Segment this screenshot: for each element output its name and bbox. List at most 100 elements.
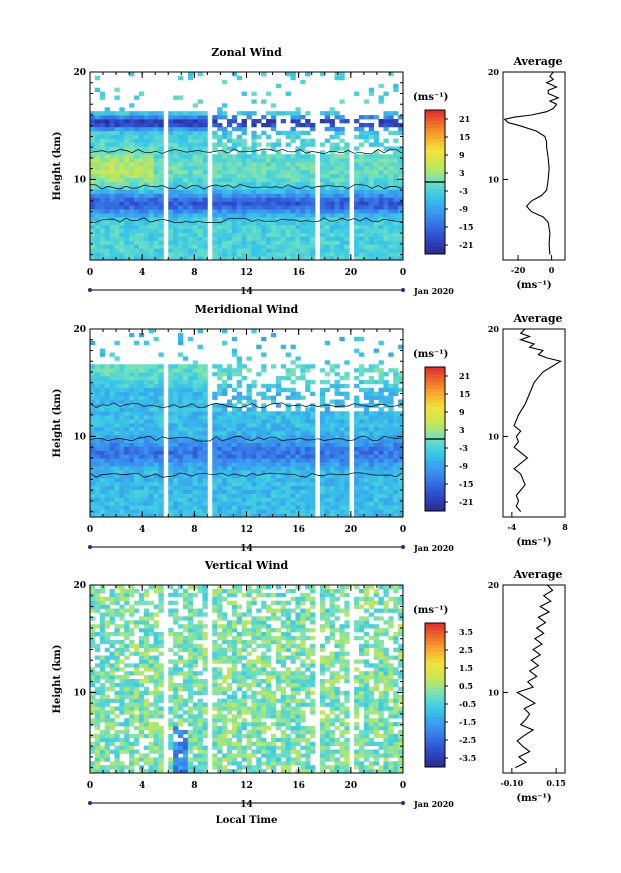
heatmap-cell xyxy=(226,481,233,487)
heatmap-cell xyxy=(94,466,101,471)
heatmap-cell xyxy=(192,368,198,373)
heatmap-cell xyxy=(94,224,101,230)
heatmap-cell xyxy=(104,252,110,257)
heatmap-cell xyxy=(295,509,301,514)
heatmap-cell xyxy=(300,142,306,147)
heatmap-cell xyxy=(212,115,218,120)
heatmap-cell xyxy=(270,399,277,404)
heatmap-cell xyxy=(236,462,243,467)
heatmap-cell xyxy=(109,236,115,241)
heatmap-cell xyxy=(222,438,228,443)
heatmap-cell xyxy=(134,236,140,241)
heatmap-cell xyxy=(285,256,291,261)
heatmap-cell xyxy=(266,162,272,167)
heatmap-cell xyxy=(129,236,135,241)
heatmap-cell xyxy=(148,364,154,369)
heatmap-cell xyxy=(129,130,135,136)
heatmap-cell xyxy=(266,134,272,139)
heatmap-cell xyxy=(388,485,394,490)
heatmap-cell xyxy=(104,596,110,602)
heatmap-cell xyxy=(368,87,375,92)
heatmap-cell xyxy=(182,509,189,514)
heatmap-cell xyxy=(295,470,301,475)
heatmap-cell xyxy=(275,403,282,408)
heatmap-cell xyxy=(129,485,135,490)
heatmap-cell xyxy=(148,383,154,389)
heatmap-cell xyxy=(192,134,198,139)
heatmap-cell xyxy=(143,111,150,116)
heatmap-cell xyxy=(143,509,150,514)
heatmap-cell xyxy=(222,134,228,139)
heatmap-cell xyxy=(388,399,394,404)
heatmap-cell xyxy=(99,415,106,420)
heatmap-cell xyxy=(270,462,277,467)
heatmap-cell xyxy=(187,387,194,393)
heatmap-cell xyxy=(398,220,404,226)
heatmap-cell xyxy=(305,493,311,498)
heatmap-cell xyxy=(251,228,257,233)
heatmap-cell xyxy=(178,189,184,194)
heatmap-cell xyxy=(290,509,296,514)
y-tick-label: 20 xyxy=(73,68,86,78)
heatmap-cell xyxy=(290,130,296,136)
heatmap-cell xyxy=(187,177,194,183)
heatmap-cell xyxy=(124,158,130,163)
heatmap-cell xyxy=(182,470,189,475)
heatmap-cell xyxy=(114,430,120,436)
heatmap-cell xyxy=(153,376,159,381)
heatmap-cell xyxy=(363,458,370,463)
heatmap-cell xyxy=(104,376,110,381)
heatmap-cell xyxy=(305,216,311,222)
heatmap-cell xyxy=(305,466,311,471)
heatmap-cell xyxy=(134,126,140,132)
heatmap-cell xyxy=(104,741,110,746)
heatmap-cell xyxy=(231,419,238,424)
heatmap-cell xyxy=(158,368,164,373)
heatmap-cell xyxy=(168,497,174,502)
heatmap-cell xyxy=(368,177,375,183)
heatmap-cell xyxy=(197,470,203,475)
heatmap-cell xyxy=(114,244,120,249)
heatmap-cell xyxy=(222,442,228,447)
heatmap-cell xyxy=(280,481,287,487)
heatmap-cell xyxy=(226,224,233,230)
heatmap-cell xyxy=(124,635,130,641)
heatmap-cell xyxy=(173,399,179,404)
heatmap-cell xyxy=(324,111,331,116)
heatmap-cell xyxy=(354,244,360,249)
heatmap-cell xyxy=(192,150,198,155)
heatmap-cell xyxy=(319,446,326,451)
heatmap-cell xyxy=(143,252,150,257)
heatmap-cell xyxy=(261,244,267,249)
heatmap-cell xyxy=(246,411,252,416)
heatmap-cell xyxy=(187,115,194,120)
heatmap-cell xyxy=(319,72,326,77)
heatmap-cell xyxy=(114,236,120,241)
heatmap-cell xyxy=(295,122,301,128)
heatmap-cell xyxy=(334,158,340,163)
heatmap-cell xyxy=(129,240,135,245)
heatmap-cell xyxy=(358,473,365,479)
heatmap-cell xyxy=(94,679,101,684)
heatmap-cell xyxy=(153,372,159,377)
heatmap-cell xyxy=(187,142,194,147)
heatmap-cell xyxy=(354,438,360,443)
heatmap-cell xyxy=(368,173,375,179)
heatmap-cell xyxy=(197,379,203,385)
heatmap-cell xyxy=(383,166,389,171)
heatmap-cell xyxy=(90,458,96,463)
heatmap-cell xyxy=(90,407,96,412)
heatmap-cell xyxy=(104,154,110,159)
heatmap-cell xyxy=(197,372,203,377)
heatmap-cell xyxy=(114,376,120,381)
heatmap-cell xyxy=(202,244,208,249)
date-label: Jan 2020 xyxy=(413,286,454,296)
heatmap-cell xyxy=(124,741,130,746)
heatmap-cell xyxy=(178,205,184,210)
heatmap-cell xyxy=(134,391,140,396)
heatmap-cell xyxy=(231,513,238,518)
heatmap-cell xyxy=(99,497,106,502)
heatmap-cell xyxy=(285,224,291,230)
heatmap-cell xyxy=(94,442,101,447)
heatmap-cell xyxy=(182,173,189,179)
